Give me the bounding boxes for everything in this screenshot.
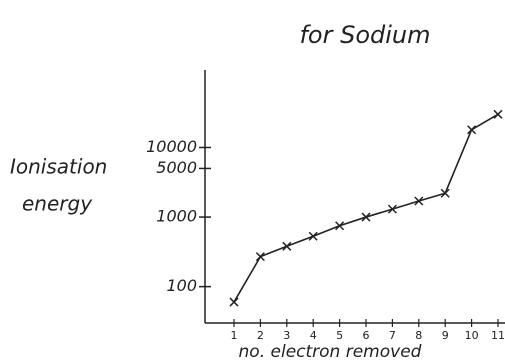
x-tick-label: 6 [363, 329, 370, 342]
data-marker [388, 205, 396, 213]
data-line [234, 114, 498, 302]
x-tick-label: 5 [336, 329, 343, 342]
data-marker [283, 242, 291, 250]
x-tick-label: 2 [257, 329, 264, 342]
data-marker [468, 126, 476, 134]
x-tick-label: 9 [442, 329, 449, 342]
y-axis-label: Ionisation [10, 155, 107, 179]
chart-title: for Sodium [299, 21, 430, 49]
y-tick-label: 100 [166, 276, 197, 295]
y-axis-label: energy [22, 192, 93, 216]
x-tick-label: 4 [310, 329, 317, 342]
data-marker [494, 110, 502, 118]
x-tick-label: 3 [283, 329, 290, 342]
data-marker [230, 298, 238, 306]
data-marker [309, 232, 317, 240]
x-tick-label: 8 [415, 329, 422, 342]
x-tick-label: 7 [389, 329, 396, 342]
x-tick-label: 10 [465, 329, 479, 342]
data-marker [256, 253, 264, 261]
x-tick-label: 1 [231, 329, 238, 342]
chart: for Sodium Ionisation energy no. electro… [0, 0, 505, 363]
x-tick-label: 11 [491, 329, 505, 342]
data-marker [336, 222, 344, 230]
y-tick-label: 10000 [146, 137, 197, 156]
y-tick-label: 1000 [156, 207, 197, 226]
y-tick-label: 5000 [156, 158, 197, 177]
data-marker [362, 213, 370, 221]
x-axis-label: no. electron removed [239, 342, 422, 362]
